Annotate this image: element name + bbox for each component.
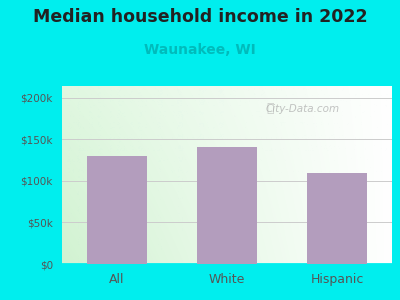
Text: Ⓠ: Ⓠ bbox=[266, 102, 274, 115]
Bar bbox=[307, 173, 367, 264]
Text: Waunakee, WI: Waunakee, WI bbox=[144, 44, 256, 58]
Text: City-Data.com: City-Data.com bbox=[266, 104, 340, 114]
Text: Median household income in 2022: Median household income in 2022 bbox=[33, 8, 367, 26]
Bar bbox=[87, 156, 147, 264]
Bar bbox=[197, 147, 257, 264]
